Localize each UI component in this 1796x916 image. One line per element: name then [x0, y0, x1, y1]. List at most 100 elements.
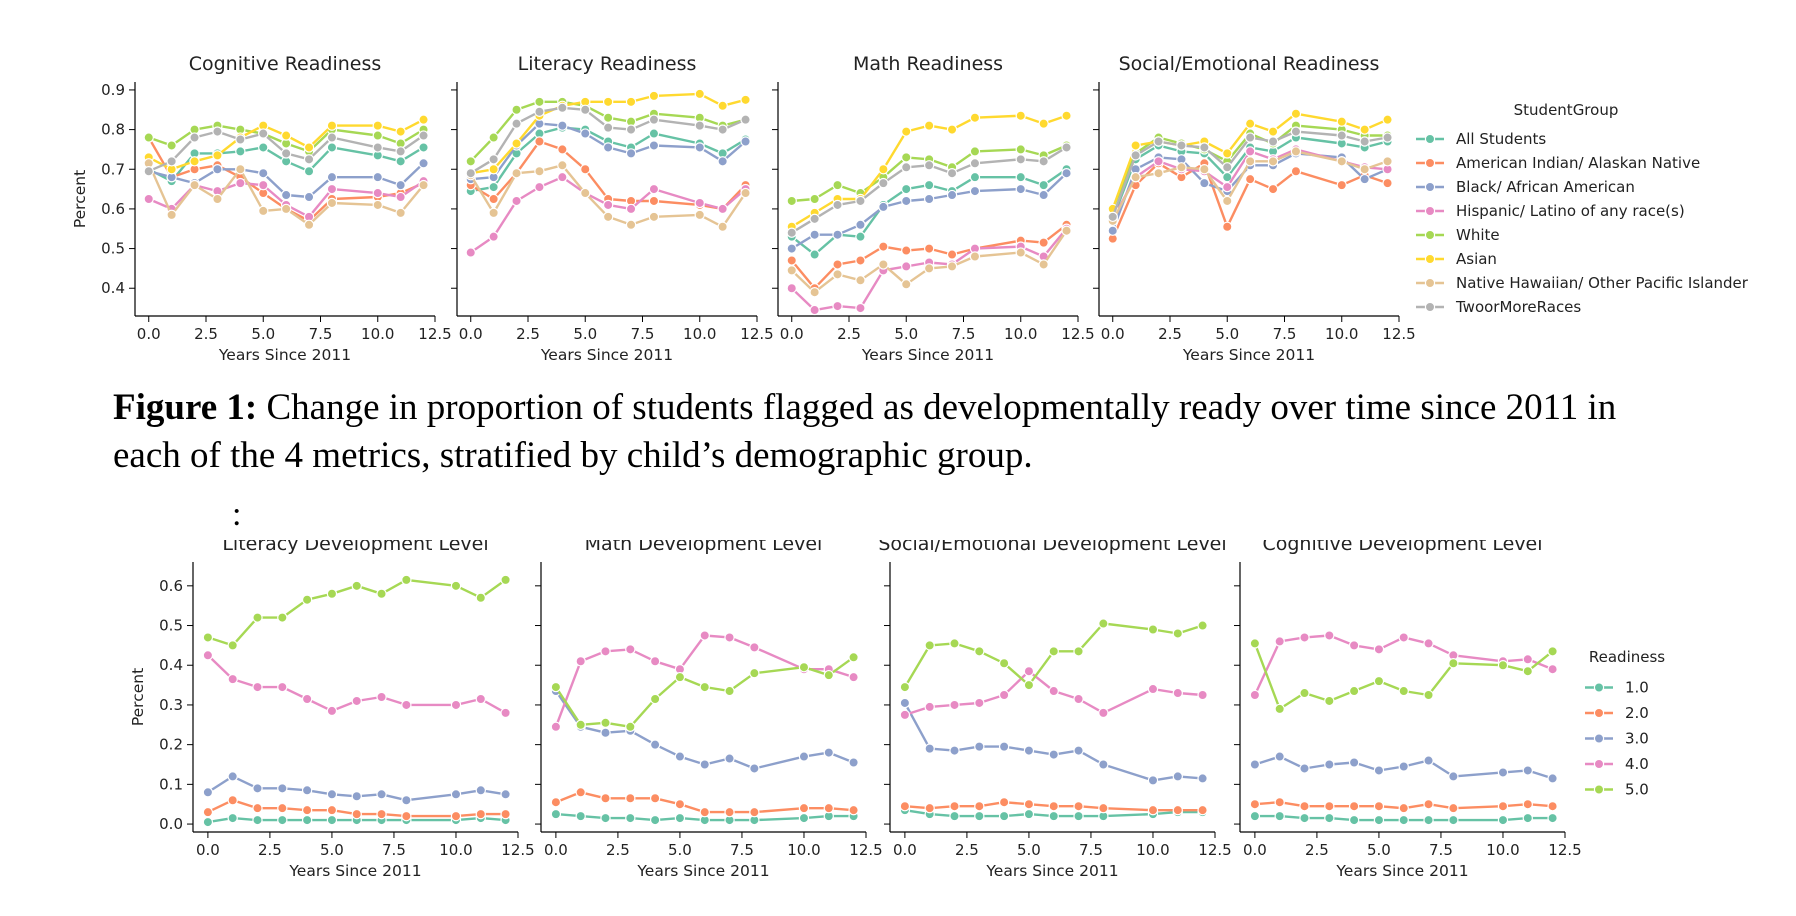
data-point [1038, 189, 1049, 201]
data-point [946, 168, 958, 179]
data-point [740, 187, 751, 199]
data-point [878, 177, 889, 189]
legend-entry: All Students [1416, 130, 1546, 148]
data-point [786, 243, 797, 254]
data-point [258, 142, 269, 153]
data-point [625, 644, 636, 655]
data-point [258, 179, 269, 191]
data-point [949, 810, 960, 822]
chart-panel-5: Math Development Level 0.0 2.5 5.0 7.5 10.0 12… [535, 540, 883, 880]
legend-label: 3.0 [1625, 730, 1649, 748]
data-point [227, 771, 238, 782]
data-point [878, 164, 889, 175]
data-point [500, 574, 511, 586]
data-point [235, 146, 246, 157]
data-point [648, 140, 660, 151]
data-point [277, 783, 288, 794]
data-point [511, 168, 522, 179]
data-point [235, 134, 246, 145]
data-point [1015, 183, 1026, 195]
y-axis-label: Percent [71, 170, 89, 228]
legend-label: Native Hawaiian/ Other Pacific Islander [1456, 274, 1749, 292]
data-point [1348, 640, 1360, 651]
data-point [303, 154, 315, 165]
data-point [717, 100, 728, 111]
data-point [823, 669, 834, 681]
data-point [901, 279, 912, 290]
data-point [1373, 814, 1385, 826]
data-point [648, 195, 660, 207]
data-point [557, 144, 568, 155]
data-point [326, 120, 338, 131]
series-4 [1249, 638, 1558, 715]
legend-entry: Black/ African American [1416, 178, 1635, 196]
legend-swatch-marker [1424, 277, 1436, 289]
data-point [202, 816, 214, 828]
legend-label: Hispanic/ Latino of any race(s) [1456, 202, 1685, 220]
data-point [351, 695, 362, 707]
data-point [949, 638, 960, 649]
legend-swatch-marker [1593, 707, 1605, 719]
x-tick-label: 5.0 [1017, 841, 1041, 859]
x-tick-label: 10.0 [1325, 325, 1358, 343]
figure-1-caption: Figure 1: Change in proportion of studen… [113, 384, 1673, 480]
series-4 [550, 652, 859, 732]
data-point [648, 90, 660, 102]
data-point [1199, 142, 1210, 153]
data-point [699, 681, 710, 693]
data-point [235, 177, 246, 189]
chart-panel-4: Literacy Development Level 0.0 2.5 5.0 7.5 10… [129, 540, 535, 880]
data-point [202, 650, 214, 661]
panel-title: Literacy Readiness [518, 53, 697, 75]
data-point [1197, 773, 1208, 784]
data-point [1359, 124, 1370, 135]
data-point [674, 751, 686, 762]
data-point [1448, 814, 1459, 826]
data-point [418, 158, 429, 169]
data-point [823, 747, 834, 758]
x-tick-label: 2.5 [1305, 841, 1329, 859]
data-point [557, 160, 568, 171]
data-point [878, 241, 889, 252]
data-point [1048, 685, 1059, 697]
data-point [823, 802, 834, 814]
data-point [786, 227, 797, 238]
series-6 [143, 158, 429, 230]
series-0 [1249, 810, 1558, 826]
data-point [946, 189, 958, 201]
x-tick-label: 7.5 [730, 841, 754, 859]
legend-swatch-marker [1424, 133, 1436, 145]
data-point [326, 705, 338, 717]
data-point [1382, 114, 1393, 125]
data-point [749, 763, 760, 774]
data-point [575, 810, 586, 822]
y-tick-label: 0.3 [159, 696, 183, 714]
x-tick-label: 2.5 [1158, 325, 1182, 343]
data-point [699, 806, 710, 818]
data-point [1222, 148, 1233, 159]
data-point [450, 789, 462, 800]
data-point [694, 88, 705, 100]
data-point [1098, 707, 1109, 719]
data-point [202, 632, 214, 643]
data-point [901, 261, 912, 272]
x-axis-label: Years Since 2011 [1182, 346, 1315, 364]
data-point [1023, 799, 1035, 810]
data-point [550, 808, 562, 820]
data-point [699, 759, 710, 770]
data-point [1359, 136, 1370, 147]
data-point [1382, 132, 1393, 143]
data-point [1267, 136, 1279, 147]
data-point [998, 658, 1010, 669]
data-point [580, 187, 591, 199]
data-point [1359, 173, 1370, 185]
data-point [1522, 799, 1533, 810]
data-point [855, 255, 866, 266]
data-point [376, 691, 387, 703]
x-tick-label: 10.0 [439, 841, 472, 859]
data-point [143, 166, 154, 177]
x-tick-label: 7.5 [1079, 841, 1103, 859]
x-tick-label: 2.5 [194, 325, 218, 343]
data-point [1522, 765, 1533, 776]
x-tick-label: 7.5 [1429, 841, 1453, 859]
